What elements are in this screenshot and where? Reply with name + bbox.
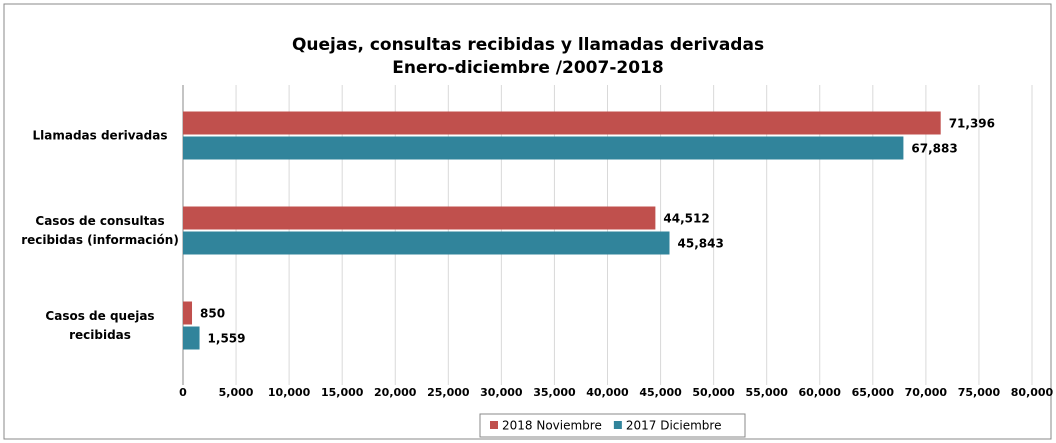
category-label: Casos de quejas recibidas bbox=[45, 308, 155, 342]
value-label: 67,883 bbox=[911, 142, 957, 156]
x-tick-label: 20,000 bbox=[374, 386, 417, 399]
legend-swatch bbox=[490, 421, 498, 429]
bar bbox=[183, 136, 904, 160]
x-tick-label: 75,000 bbox=[958, 386, 1001, 399]
legend-label: 2018 Noviembre bbox=[502, 419, 602, 433]
x-tick-label: 10,000 bbox=[268, 386, 311, 399]
bar bbox=[183, 301, 193, 325]
value-label: 1,559 bbox=[208, 332, 246, 346]
x-tick-label: 0 bbox=[179, 386, 187, 399]
chart-title: Quejas, consultas recibidas y llamadas d… bbox=[292, 35, 764, 55]
legend-box bbox=[479, 413, 746, 438]
x-tick-label: 25,000 bbox=[427, 386, 470, 399]
x-tick-label: 30,000 bbox=[480, 386, 523, 399]
value-label: 45,843 bbox=[678, 237, 724, 251]
category-label: Casos de consultas recibidas (informació… bbox=[21, 213, 179, 247]
x-tick-label: 35,000 bbox=[533, 386, 576, 399]
bar bbox=[183, 326, 200, 350]
x-tick-label: 5,000 bbox=[219, 386, 254, 399]
category-label: Llamadas derivadas bbox=[32, 128, 168, 142]
bar bbox=[183, 206, 656, 230]
legend-label: 2017 Diciembre bbox=[626, 419, 722, 433]
bar bbox=[183, 111, 941, 135]
x-tick-label: 70,000 bbox=[905, 386, 948, 399]
value-label: 44,512 bbox=[663, 212, 709, 226]
chart-subtitle: Enero-diciembre /2007-2018 bbox=[392, 58, 663, 78]
x-tick-label: 40,000 bbox=[586, 386, 629, 399]
x-tick-label: 50,000 bbox=[692, 386, 735, 399]
x-tick-label: 80,000 bbox=[1011, 386, 1054, 399]
x-tick-label: 55,000 bbox=[745, 386, 788, 399]
value-label: 71,396 bbox=[949, 117, 995, 131]
x-tick-label: 65,000 bbox=[852, 386, 895, 399]
x-tick-label: 60,000 bbox=[799, 386, 842, 399]
value-label: 850 bbox=[200, 307, 225, 321]
x-tick-label: 45,000 bbox=[639, 386, 682, 399]
legend-swatch bbox=[613, 421, 622, 429]
x-tick-label: 15,000 bbox=[321, 386, 364, 399]
bar bbox=[183, 231, 670, 255]
